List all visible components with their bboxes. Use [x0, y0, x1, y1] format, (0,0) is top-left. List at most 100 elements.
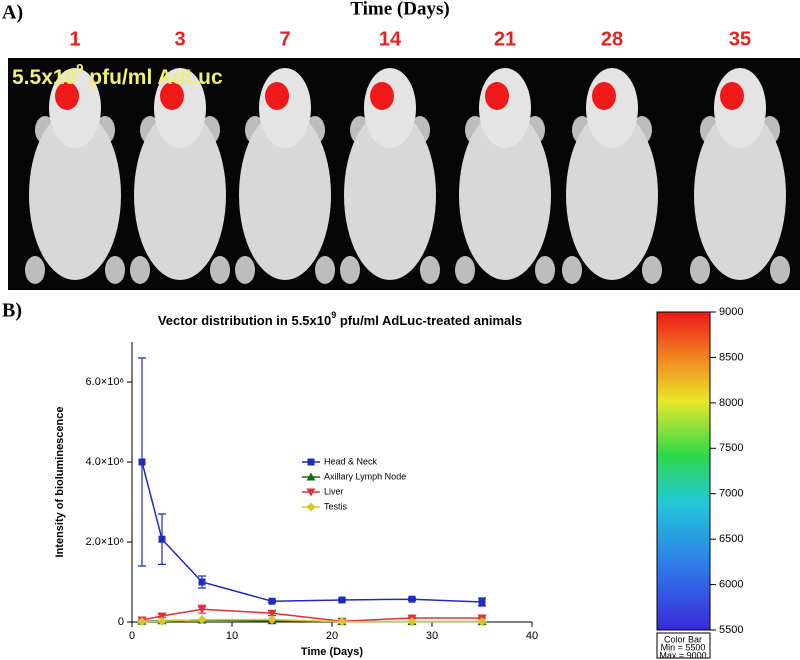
- mouse-head: [586, 68, 638, 148]
- marker: [157, 612, 167, 621]
- y-axis-label: Intensity of bioluminescence: [54, 407, 66, 558]
- x-tick-label: 10: [226, 630, 238, 642]
- mouse-leg: [690, 256, 710, 284]
- signal-blob: [370, 82, 394, 110]
- day-label: 14: [379, 28, 402, 50]
- title-end: pfu/ml AdLuc-treated animals: [336, 313, 522, 328]
- mouse-leg: [770, 256, 790, 284]
- signal-blob: [592, 82, 616, 110]
- color-bar-box: [656, 632, 711, 659]
- y-tick-label: 2.0×10⁶: [86, 536, 124, 548]
- mouse-leg: [340, 256, 360, 284]
- marker: [338, 596, 346, 604]
- day-label: 21: [494, 28, 516, 50]
- x-tick-label: 20: [326, 630, 338, 642]
- color-bar-caption: Color Bar: [664, 634, 702, 644]
- mouse-body: [344, 110, 436, 280]
- marker: [408, 595, 416, 603]
- day-label: 7: [279, 28, 290, 50]
- marker: [198, 578, 206, 586]
- title-sup: 9: [331, 310, 336, 320]
- legend-marker: [306, 502, 316, 512]
- marker: [337, 617, 347, 627]
- marker: [267, 609, 277, 618]
- mouse-leg: [315, 256, 335, 284]
- x-tick-label: 30: [426, 630, 438, 642]
- marker: [478, 598, 486, 606]
- marker: [197, 615, 207, 625]
- y-tick-label: 0: [118, 616, 124, 628]
- mouse-body: [459, 110, 551, 280]
- color-bar-tick-label: 6500: [719, 533, 743, 545]
- mouse-leg: [235, 256, 255, 284]
- color-bar-tick-label: 8000: [719, 397, 743, 409]
- mouse-leg: [455, 256, 475, 284]
- y-tick-label: 4.0×10⁶: [86, 456, 124, 468]
- color-bar-tick-label: 9000: [719, 306, 743, 318]
- panel-label: B): [2, 300, 22, 322]
- signal-blob: [265, 82, 289, 110]
- mouse-leg: [535, 256, 555, 284]
- legend-label: Testis: [324, 501, 348, 511]
- mouse-head: [714, 68, 766, 148]
- marker: [268, 597, 276, 605]
- color-bar-tick-label: 7500: [719, 442, 743, 454]
- day-label: 35: [729, 28, 751, 50]
- legend-label: Axillary Lymph Node: [324, 471, 406, 481]
- panel-label: A): [2, 2, 23, 24]
- mouse-leg: [562, 256, 582, 284]
- x-axis-label: Time (Days): [301, 646, 363, 658]
- marker: [407, 617, 417, 627]
- mouse-leg: [105, 256, 125, 284]
- signal-blob: [485, 82, 509, 110]
- series-line: [141, 618, 482, 623]
- mouse-body: [239, 110, 331, 280]
- legend-label: Head & Neck: [324, 456, 378, 466]
- color-bar: [656, 311, 711, 631]
- mouse-body: [694, 110, 786, 280]
- mouse-head: [479, 68, 531, 148]
- signal-blob: [160, 82, 184, 110]
- legend-marker: [307, 458, 315, 466]
- signal-blob: [720, 82, 744, 110]
- signal-blob: [55, 82, 79, 110]
- mouse-leg: [25, 256, 45, 284]
- day-label: 1: [69, 28, 80, 50]
- mouse-head: [364, 68, 416, 148]
- color-bar-tick-label: 5500: [719, 624, 743, 636]
- x-tick-label: 40: [526, 630, 538, 642]
- marker: [267, 615, 277, 625]
- mouse-leg: [420, 256, 440, 284]
- color-bar-tick-label: 6000: [719, 578, 743, 590]
- photo-overlay: 5.5x109 pfu/ml AdLuc: [12, 61, 223, 88]
- mouse-body: [566, 110, 658, 280]
- mouse-leg: [130, 256, 150, 284]
- legend-marker: [306, 472, 316, 481]
- mouse-leg: [642, 256, 662, 284]
- color-bar-tick-label: 8500: [719, 351, 743, 363]
- marker: [157, 616, 167, 626]
- x-tick-label: 0: [129, 630, 135, 642]
- color-bar-min: Min = 5500: [661, 642, 706, 652]
- mouse-head: [259, 68, 311, 148]
- overlay-sup: 9: [76, 61, 83, 76]
- overlay-text: 5.5x10: [12, 66, 76, 89]
- color-bar-max: Max = 9000: [659, 650, 706, 660]
- mouse-body: [29, 110, 121, 280]
- mouse-leg: [210, 256, 230, 284]
- day-label: 3: [174, 28, 185, 50]
- overlay-rest: pfu/ml AdLuc: [83, 66, 223, 89]
- title: Vector distribution in 5.5x10: [158, 313, 331, 328]
- legend-marker: [306, 488, 316, 497]
- marker: [158, 535, 166, 543]
- legend-label: Liver: [324, 486, 344, 496]
- color-bar-tick-label: 7000: [719, 488, 743, 500]
- chart-title: Vector distribution in 5.5x109 pfu/ml Ad…: [158, 310, 522, 328]
- mouse-body: [134, 110, 226, 280]
- marker: [138, 458, 146, 466]
- panel-axis-title: Time (Days): [350, 0, 449, 19]
- series-line: [141, 461, 483, 603]
- y-tick-label: 6.0×10⁶: [86, 376, 124, 388]
- day-label: 28: [601, 28, 623, 50]
